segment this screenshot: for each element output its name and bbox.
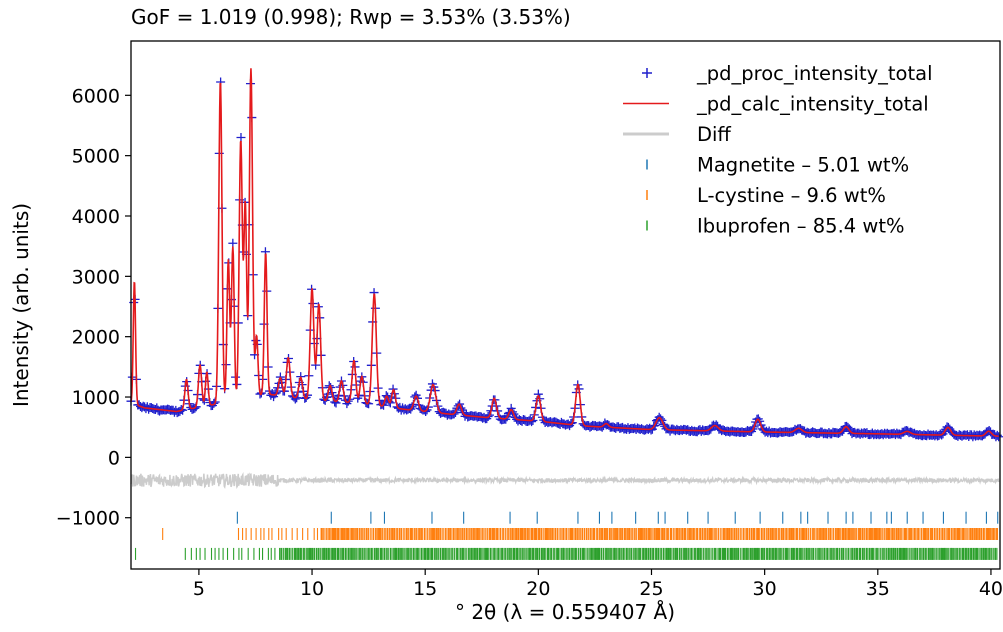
x-tick-label: 15: [413, 578, 437, 600]
y-tick-label: 2000: [72, 327, 120, 349]
x-tick-label: 30: [753, 578, 777, 600]
y-tick-label: 4000: [72, 206, 120, 228]
y-tick-label: 1000: [72, 387, 120, 409]
reflection-row: [163, 528, 998, 540]
x-axis-ticks: 5 10 15 20 25 30 35 40: [193, 569, 1003, 600]
legend-item: Ibuprofen – 85.4 wt%: [647, 215, 905, 238]
y-tick-label: 5000: [72, 146, 120, 168]
y-tick-label: 0: [108, 447, 120, 469]
x-tick-label: 40: [979, 578, 1003, 600]
x-tick-label: 10: [300, 578, 324, 600]
legend-item: L-cystine – 9.6 wt%: [647, 184, 886, 207]
observed-points: [127, 77, 1003, 441]
difference-line: [131, 474, 999, 487]
y-tick-label: 3000: [72, 266, 120, 288]
x-tick-label: 35: [866, 578, 890, 600]
legend-label: Ibuprofen – 85.4 wt%: [697, 215, 905, 238]
y-tick-label: −1000: [56, 508, 120, 530]
y-axis-label: Intensity (arb. units): [9, 203, 33, 407]
legend-label: L-cystine – 9.6 wt%: [697, 184, 886, 207]
reflection-row: [136, 548, 997, 560]
y-axis-ticks: −1000 0 1000 2000 3000 4000 5000 6000: [56, 85, 131, 529]
reflection-row: [237, 512, 997, 524]
chart-title: GoF = 1.019 (0.998); Rwp = 3.53% (3.53%): [131, 5, 571, 29]
legend-label: _pd_proc_intensity_total: [696, 62, 933, 85]
legend-item: Magnetite – 5.01 wt%: [647, 154, 909, 177]
x-tick-label: 20: [526, 578, 550, 600]
plot-frame: [131, 41, 1000, 569]
legend-item: _pd_calc_intensity_total: [623, 93, 929, 116]
legend-label: Magnetite – 5.01 wt%: [697, 154, 909, 177]
legend-item: Diff: [623, 123, 731, 146]
x-axis-label: ° 2θ (λ = 0.559407 Å): [455, 600, 675, 624]
plot-data: [127, 68, 1003, 560]
legend-label: Diff: [697, 123, 731, 146]
y-tick-label: 6000: [72, 85, 120, 107]
observed-point: [236, 133, 245, 142]
x-tick-label: 25: [639, 578, 663, 600]
x-tick-label: 5: [193, 578, 205, 600]
legend-item: _pd_proc_intensity_total: [642, 62, 933, 85]
legend-swatch: [642, 68, 652, 78]
legend: _pd_proc_intensity_total _pd_calc_intensi…: [623, 62, 933, 238]
legend-label: _pd_calc_intensity_total: [696, 93, 929, 116]
